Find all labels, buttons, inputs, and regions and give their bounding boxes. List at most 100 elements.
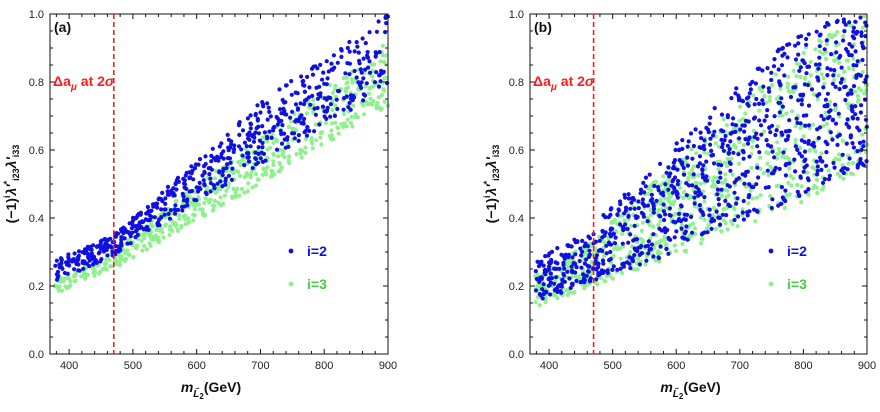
data-point xyxy=(690,156,695,161)
data-point xyxy=(736,214,741,219)
data-point xyxy=(720,212,725,217)
data-point xyxy=(777,113,782,118)
data-point xyxy=(783,198,788,204)
data-point xyxy=(702,199,707,204)
data-point xyxy=(245,189,250,194)
data-point xyxy=(634,267,639,272)
data-point xyxy=(724,195,729,200)
data-point xyxy=(638,191,643,196)
data-point xyxy=(710,216,715,221)
data-point xyxy=(562,279,568,284)
data-point xyxy=(275,116,280,121)
y-tick-label: 1.0 xyxy=(29,9,44,21)
data-point xyxy=(855,94,861,99)
data-point xyxy=(142,234,147,239)
data-point xyxy=(248,144,253,149)
data-point xyxy=(741,150,746,155)
data-point xyxy=(850,105,855,110)
data-point xyxy=(302,116,307,121)
data-point xyxy=(280,123,285,128)
data-point xyxy=(191,177,196,182)
data-point xyxy=(853,19,858,24)
data-point xyxy=(721,117,726,122)
data-point xyxy=(745,213,750,218)
data-point xyxy=(89,251,94,256)
data-point xyxy=(229,177,234,182)
data-point xyxy=(685,144,690,149)
data-point xyxy=(772,155,777,160)
data-point xyxy=(741,156,746,161)
data-point xyxy=(718,222,723,227)
data-point xyxy=(336,88,342,94)
data-point xyxy=(163,201,168,206)
data-point xyxy=(332,65,337,70)
data-point xyxy=(76,249,82,254)
data-point xyxy=(381,59,386,64)
data-point xyxy=(355,44,360,49)
data-point xyxy=(833,102,838,107)
data-point xyxy=(232,143,237,148)
data-point xyxy=(53,263,58,268)
data-point xyxy=(846,124,851,129)
data-point xyxy=(578,246,583,251)
data-point xyxy=(785,55,790,60)
data-point xyxy=(201,178,206,183)
data-point xyxy=(555,246,560,251)
data-point xyxy=(211,183,216,188)
data-point xyxy=(600,248,605,254)
data-point xyxy=(750,79,755,84)
data-point xyxy=(609,206,614,211)
data-point xyxy=(701,143,706,148)
data-point xyxy=(709,148,714,153)
data-point xyxy=(735,224,740,229)
data-point xyxy=(282,100,287,105)
data-point xyxy=(248,126,253,131)
data-point xyxy=(612,241,618,246)
data-point xyxy=(689,147,694,152)
data-point xyxy=(758,123,764,128)
data-point xyxy=(581,272,586,277)
data-point xyxy=(632,253,637,258)
data-point xyxy=(840,163,845,168)
data-point xyxy=(640,220,646,225)
data-point xyxy=(831,160,836,166)
data-point xyxy=(716,202,722,207)
data-point xyxy=(784,155,789,160)
data-point xyxy=(711,161,717,166)
data-point xyxy=(610,219,615,224)
data-point xyxy=(808,59,813,64)
data-point xyxy=(222,193,227,198)
data-point xyxy=(265,165,270,170)
data-point xyxy=(727,147,732,152)
data-point xyxy=(160,230,165,235)
data-point xyxy=(242,190,247,195)
data-point xyxy=(166,211,171,216)
data-point xyxy=(299,74,304,79)
data-point xyxy=(625,226,630,231)
data-point xyxy=(837,157,842,162)
data-point xyxy=(260,124,265,129)
data-point xyxy=(799,154,805,159)
data-point xyxy=(325,76,330,81)
data-point xyxy=(779,185,785,190)
data-point xyxy=(602,269,607,274)
data-point xyxy=(793,144,798,149)
data-point xyxy=(118,247,123,253)
data-point xyxy=(65,271,70,276)
data-point xyxy=(665,227,670,233)
data-point xyxy=(716,144,722,149)
data-point xyxy=(145,218,150,223)
data-point xyxy=(270,169,275,175)
data-point xyxy=(818,158,823,163)
data-point xyxy=(378,59,383,64)
data-point xyxy=(815,97,820,102)
data-point xyxy=(777,166,782,171)
data-point xyxy=(274,147,280,152)
data-point xyxy=(849,88,854,93)
data-point xyxy=(801,50,806,56)
data-point xyxy=(155,205,160,210)
data-point xyxy=(746,201,751,206)
x-tick-label: 500 xyxy=(124,360,142,372)
data-point xyxy=(766,86,771,91)
data-point xyxy=(812,144,817,149)
